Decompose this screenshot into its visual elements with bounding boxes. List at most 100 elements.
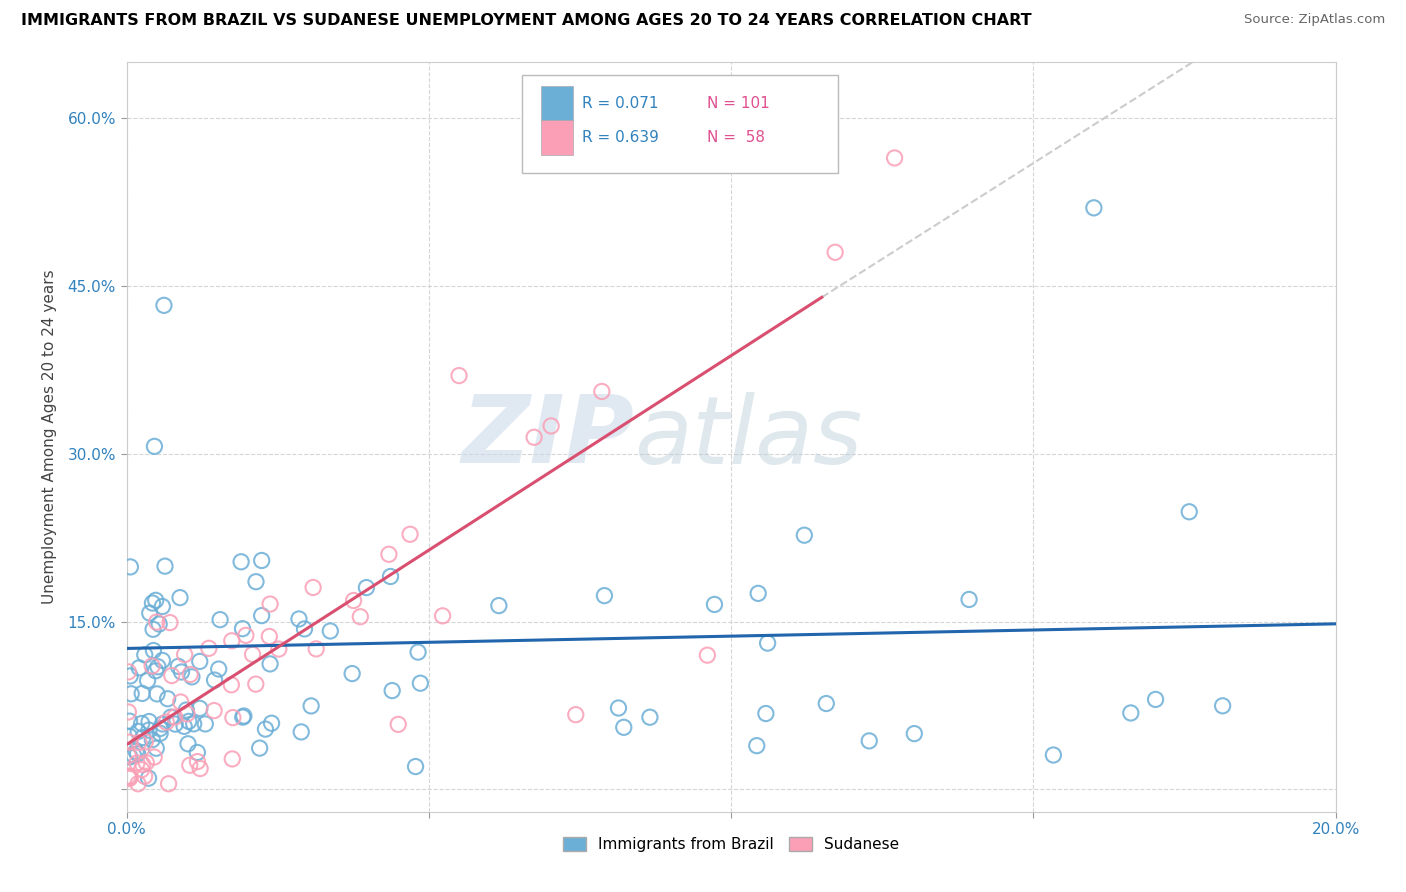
Point — [756, 636, 779, 650]
Point — [222, 711, 245, 725]
Point — [145, 664, 167, 678]
Point — [447, 368, 470, 383]
Point — [188, 701, 211, 715]
Point — [703, 598, 725, 612]
Point — [145, 593, 167, 607]
FancyBboxPatch shape — [541, 87, 572, 121]
Point — [142, 643, 165, 657]
Point — [340, 666, 363, 681]
Point — [356, 581, 378, 595]
Point — [120, 560, 142, 574]
Text: N = 101: N = 101 — [707, 96, 769, 112]
Point — [294, 622, 316, 636]
Point — [117, 705, 139, 719]
Point — [755, 706, 778, 721]
Point — [406, 645, 429, 659]
Point — [319, 624, 342, 638]
Point — [957, 592, 980, 607]
Point — [188, 655, 211, 669]
Point — [117, 748, 139, 763]
Point — [177, 737, 200, 751]
Point — [141, 659, 163, 673]
Point — [142, 622, 165, 636]
Point — [267, 642, 290, 657]
Point — [232, 709, 254, 723]
Text: R = 0.071: R = 0.071 — [582, 96, 659, 112]
Point — [131, 763, 153, 777]
Point — [288, 612, 311, 626]
Point — [245, 677, 267, 691]
Point — [260, 716, 283, 731]
Point — [135, 756, 157, 770]
Point — [607, 701, 630, 715]
Point — [638, 710, 661, 724]
Point — [540, 419, 562, 434]
Point — [134, 769, 156, 783]
Point — [405, 759, 427, 773]
Point — [745, 739, 768, 753]
Point — [229, 555, 252, 569]
Point — [131, 686, 153, 700]
Point — [565, 707, 588, 722]
FancyBboxPatch shape — [522, 75, 838, 173]
Point — [125, 744, 148, 758]
Point — [349, 609, 371, 624]
Point — [259, 657, 281, 671]
Point — [157, 777, 180, 791]
Point — [153, 559, 176, 574]
Point — [302, 581, 325, 595]
Point — [202, 704, 225, 718]
Point — [747, 586, 769, 600]
Point — [432, 608, 454, 623]
Point — [173, 719, 195, 733]
Point — [127, 724, 149, 739]
Point — [232, 622, 254, 636]
Point — [132, 731, 155, 745]
Point — [152, 717, 174, 731]
Point — [170, 665, 193, 679]
Point — [156, 691, 179, 706]
Point — [399, 527, 422, 541]
Point — [179, 667, 201, 681]
Point — [183, 716, 205, 731]
Point — [194, 717, 217, 731]
Point — [117, 665, 139, 679]
Point — [169, 591, 191, 605]
Point — [299, 698, 322, 713]
Y-axis label: Unemployment Among Ages 20 to 24 years: Unemployment Among Ages 20 to 24 years — [42, 269, 56, 605]
Point — [179, 758, 201, 772]
Point — [149, 726, 172, 740]
Text: R = 0.639: R = 0.639 — [582, 130, 659, 145]
Point — [160, 710, 183, 724]
Point — [176, 706, 198, 721]
Point — [146, 659, 169, 673]
Point — [815, 697, 838, 711]
Point — [127, 777, 149, 791]
Point — [138, 714, 160, 729]
Point — [221, 752, 243, 766]
Point — [387, 717, 409, 731]
Point — [149, 722, 172, 736]
Point — [290, 725, 312, 739]
Point — [381, 683, 404, 698]
Point — [378, 547, 401, 561]
Point — [145, 741, 167, 756]
Point — [127, 747, 149, 761]
Point — [593, 589, 616, 603]
Point — [305, 641, 328, 656]
Point — [132, 757, 155, 772]
Point — [176, 703, 198, 717]
Point — [155, 715, 177, 730]
Text: IMMIGRANTS FROM BRAZIL VS SUDANESE UNEMPLOYMENT AMONG AGES 20 TO 24 YEARS CORREL: IMMIGRANTS FROM BRAZIL VS SUDANESE UNEMP… — [21, 13, 1032, 29]
Point — [150, 599, 173, 614]
Point — [858, 734, 880, 748]
Point — [250, 553, 273, 567]
Point — [167, 659, 190, 673]
Point — [208, 662, 231, 676]
Point — [613, 720, 636, 734]
Point — [131, 716, 153, 731]
Point — [221, 633, 243, 648]
Point — [118, 750, 141, 764]
Point — [128, 661, 150, 675]
Point — [488, 599, 510, 613]
